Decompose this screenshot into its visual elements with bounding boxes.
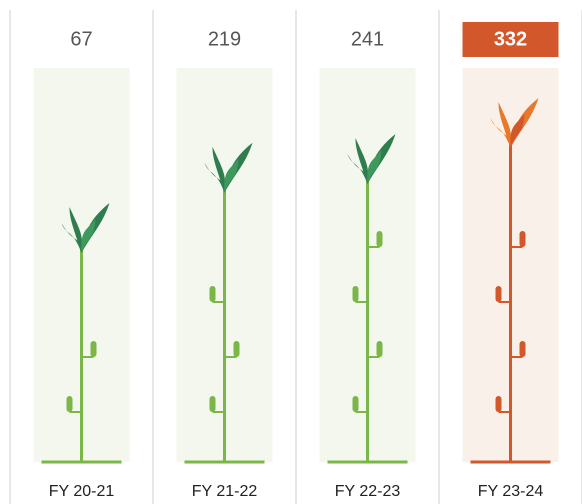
leaf bbox=[224, 142, 253, 193]
x-tick-label: FY 22-23 bbox=[335, 483, 401, 500]
plant bbox=[327, 134, 408, 464]
shoot bbox=[209, 396, 216, 412]
value-label: 241 bbox=[351, 28, 384, 50]
leaf bbox=[367, 134, 396, 185]
shoot bbox=[376, 231, 383, 247]
value-label: 219 bbox=[208, 28, 241, 50]
shoot bbox=[495, 396, 502, 412]
leaf bbox=[224, 158, 239, 193]
leaf bbox=[367, 150, 382, 185]
shoot bbox=[352, 396, 359, 412]
leaf bbox=[498, 102, 512, 148]
x-tick-label: FY 20-21 bbox=[49, 483, 115, 500]
shoot bbox=[352, 286, 359, 302]
x-tick-label: FY 23-24 bbox=[478, 483, 544, 500]
plant bbox=[184, 142, 265, 464]
leaf bbox=[212, 146, 226, 193]
leaf bbox=[69, 207, 83, 253]
value-label: 67 bbox=[70, 28, 92, 50]
leaf bbox=[81, 219, 96, 253]
leaf bbox=[355, 138, 369, 185]
shoot bbox=[233, 341, 240, 357]
shoot bbox=[66, 396, 73, 412]
plant bbox=[41, 203, 122, 464]
x-tick-label: FY 21-22 bbox=[192, 483, 258, 500]
leaf bbox=[510, 114, 525, 148]
leaf bbox=[510, 98, 539, 148]
shoot bbox=[376, 341, 383, 357]
leaf bbox=[81, 203, 110, 253]
shoot bbox=[519, 341, 526, 357]
plant bbox=[470, 98, 551, 464]
shoot bbox=[495, 286, 502, 302]
shoot bbox=[90, 341, 97, 357]
value-badge bbox=[462, 22, 559, 57]
shoot bbox=[519, 231, 526, 247]
value-label: 332 bbox=[494, 28, 527, 50]
shoot bbox=[209, 286, 216, 302]
